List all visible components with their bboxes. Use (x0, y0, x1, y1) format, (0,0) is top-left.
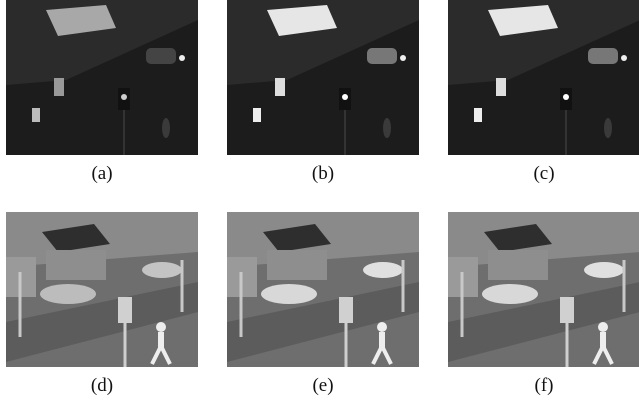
panel-image (6, 212, 198, 367)
panel-image (227, 0, 419, 155)
panel-image (448, 0, 639, 155)
figure: (a) (b) (c) (d) (e) (f) (0, 0, 639, 403)
image-detail (377, 322, 387, 332)
image-detail (162, 118, 170, 138)
image-detail (588, 48, 618, 64)
image-detail (118, 297, 132, 323)
image-detail (156, 322, 166, 332)
image-detail (40, 284, 96, 304)
image-detail (46, 250, 106, 280)
image-detail (54, 78, 64, 96)
panel-caption: (c) (448, 163, 639, 185)
image-detail (142, 262, 182, 278)
image-detail (621, 55, 627, 61)
image-detail (339, 297, 353, 323)
panel-caption: (e) (227, 375, 419, 397)
panel-image (227, 212, 419, 367)
panel (6, 0, 198, 155)
panel (227, 212, 419, 367)
image-detail (253, 108, 261, 122)
image-detail (275, 78, 285, 96)
image-detail (267, 250, 327, 280)
panel-caption: (b) (227, 163, 419, 185)
panel (227, 0, 419, 155)
panel-image (6, 0, 198, 155)
image-detail (179, 55, 185, 61)
panel-caption: (a) (6, 163, 198, 185)
image-detail (496, 78, 506, 96)
image-detail (400, 55, 406, 61)
image-detail (383, 118, 391, 138)
image-detail (474, 108, 482, 122)
image-detail (121, 94, 127, 100)
panel-caption: (f) (448, 375, 639, 397)
panel (6, 212, 198, 367)
image-detail (482, 284, 538, 304)
panel-image (448, 212, 639, 367)
image-detail (563, 94, 569, 100)
image-detail (560, 297, 574, 323)
image-detail (261, 284, 317, 304)
panel (448, 0, 639, 155)
panel (448, 212, 639, 367)
image-detail (32, 108, 40, 122)
image-detail (584, 262, 624, 278)
image-detail (604, 118, 612, 138)
image-detail (363, 262, 403, 278)
image-detail (488, 250, 548, 280)
image-detail (598, 322, 608, 332)
image-detail (146, 48, 176, 64)
panel-caption: (d) (6, 375, 198, 397)
image-detail (367, 48, 397, 64)
image-detail (342, 94, 348, 100)
